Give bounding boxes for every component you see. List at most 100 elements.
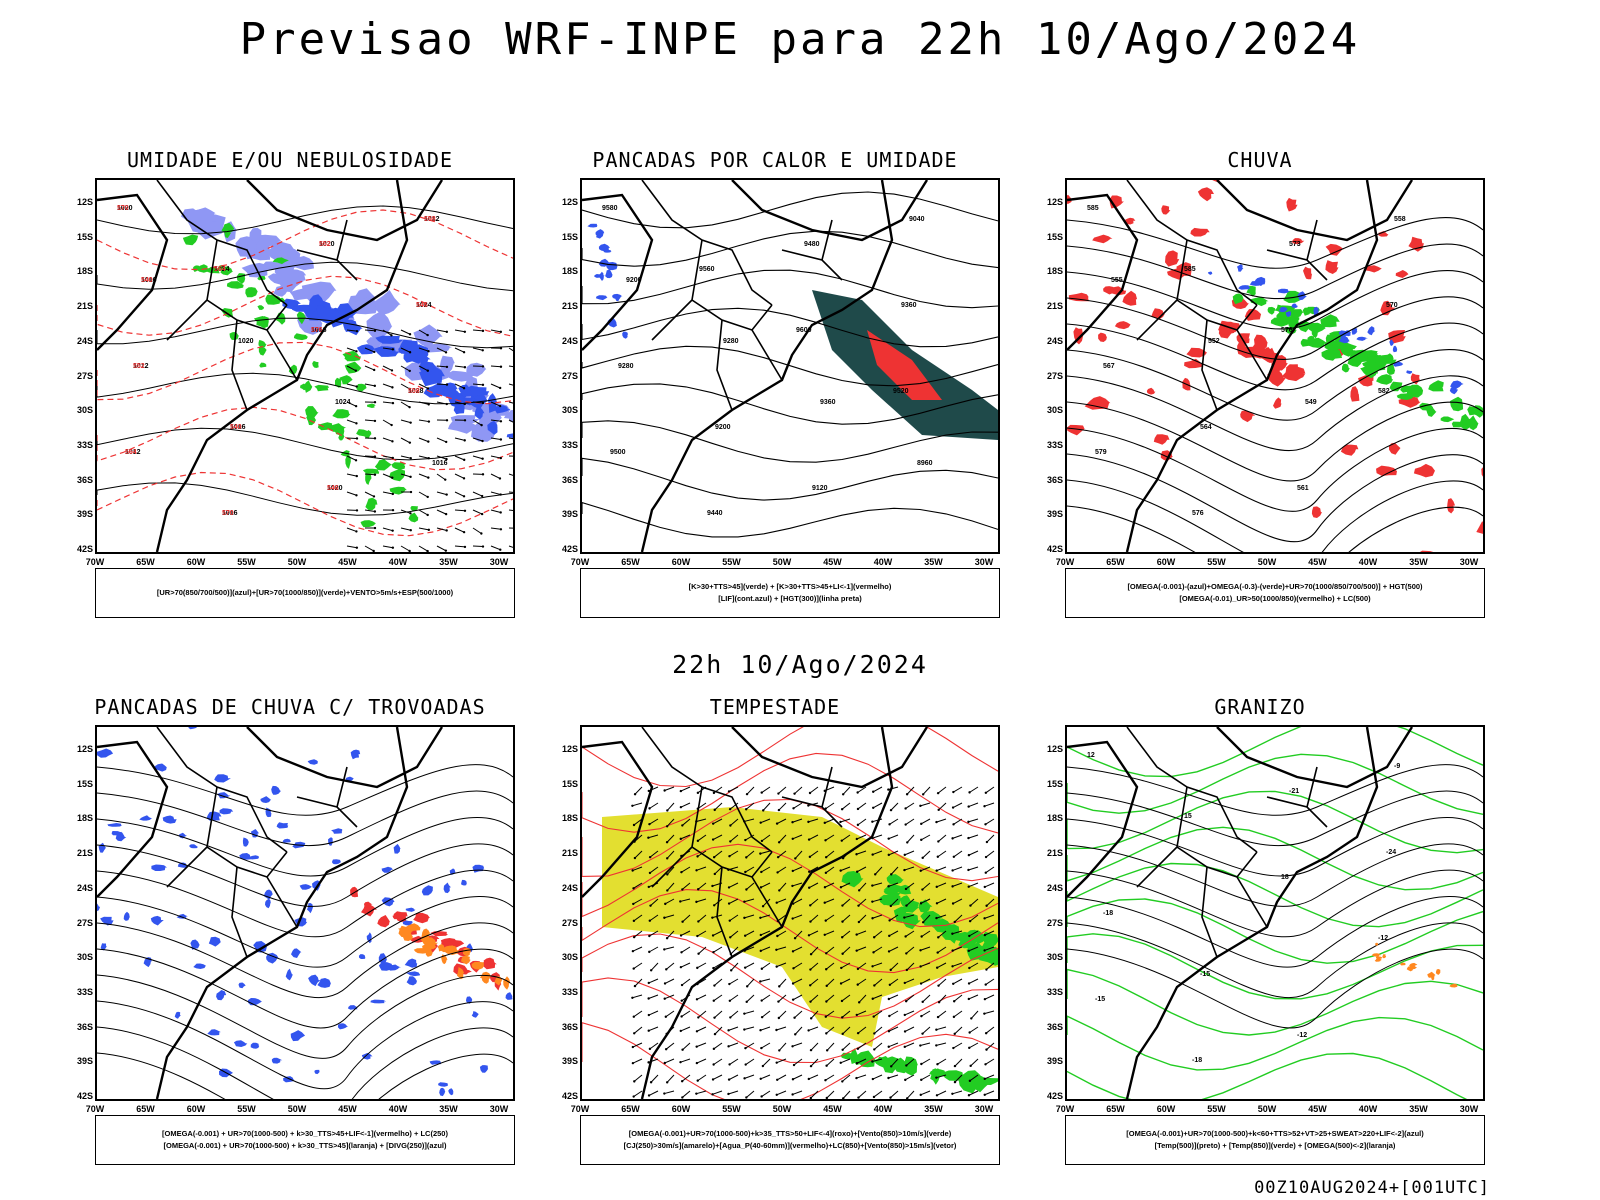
lif-contour (598, 243, 610, 252)
wind850-vector-shaft (857, 818, 867, 826)
wind850-vector-head (873, 1032, 876, 1035)
wind850-vector (824, 802, 835, 810)
wind-vector (454, 383, 466, 390)
wind850-vector-head (839, 869, 842, 872)
wind850-vector-shaft (922, 994, 931, 1003)
wind850-vector-head (919, 1093, 922, 1097)
wind-vector-head (462, 351, 466, 354)
hgt500-contour (1067, 322, 1483, 391)
wind850-vector (713, 1010, 723, 1019)
divg250-contour (207, 1029, 221, 1036)
omega-ur50-area (1273, 397, 1282, 409)
wind850-vector-head (727, 1078, 731, 1081)
wind850-vector-head (745, 1096, 748, 1099)
wind-vector-head (408, 405, 411, 409)
wind850-vector-head (985, 1048, 988, 1051)
k-tts-area (398, 926, 413, 932)
wind850-vector-shaft (872, 962, 883, 967)
wind850-vector (793, 1010, 803, 1019)
wind850-vector (871, 850, 883, 856)
wind850-vector-head (648, 950, 651, 954)
wind850-vector-shaft (680, 802, 691, 808)
wind850-vector-head (696, 1079, 699, 1082)
wind850-vector-head (666, 889, 669, 892)
omega-03-area (1360, 350, 1379, 357)
latitude-tick-label: 42S (76, 544, 93, 554)
wind850-vector-head (920, 838, 923, 842)
wind-vector-shaft (382, 545, 393, 549)
wind850-vector-shaft (712, 834, 723, 841)
latitude-tick-label: 15S (1046, 778, 1063, 789)
rh-lowlevel-contour (356, 383, 367, 392)
wind850-vector-head (921, 888, 924, 891)
wind850-vector-shaft (729, 1058, 739, 1065)
rh-lowlevel-contour (182, 234, 199, 246)
wind850-area (978, 946, 998, 966)
rh-lowlevel-contour (312, 360, 319, 368)
wind850-vector-shaft (745, 1058, 755, 1065)
contour-label: 1016 (222, 510, 238, 517)
wind850-vector-head (919, 869, 922, 872)
divg250-contour (461, 879, 467, 886)
wind-vector-head (463, 402, 466, 406)
legend-text: [OMEGA(-0.001) + UR>70(1000-500) + k>30_… (162, 1129, 448, 1138)
wind-vector-shaft (418, 437, 429, 443)
pressure-isobar (97, 427, 513, 461)
wind850-vector-shaft (696, 898, 707, 903)
wind850-vector-head (825, 1064, 828, 1067)
wind-vector-head (390, 423, 393, 427)
wind850-vector (921, 882, 931, 891)
divg250-contour (177, 862, 188, 868)
wind850-vector-shaft (792, 1090, 803, 1095)
wind-vector-head (498, 404, 502, 408)
wind-vector (418, 401, 430, 406)
wind-vector-head (409, 421, 412, 424)
wind-vector (508, 365, 513, 368)
wind-vector-shaft (382, 419, 392, 426)
wind850-vector-shaft (984, 914, 995, 919)
wind850-vector (728, 994, 739, 1002)
wind850-vector-head (680, 870, 683, 874)
latitude-tick-label: 18S (1046, 813, 1063, 824)
wind850-vector (968, 1042, 979, 1050)
wind850-vector-head (983, 804, 986, 808)
wind-vector-head (355, 385, 358, 388)
wind850-vector-head (919, 804, 922, 808)
wind850-vector-head (777, 841, 781, 844)
legend-text: [OMEGA(-0.001)-(azul)+OMEGA(-0.3)-(verde… (1127, 582, 1423, 591)
wind850-vector (712, 994, 723, 1002)
divg250-contour (271, 785, 282, 795)
longitude-tick-label: 45W (1308, 1104, 1327, 1114)
omega-ur50-area (1311, 506, 1322, 518)
wind850-vector-shaft (792, 946, 803, 952)
latitude-tick-label: 33S (1046, 439, 1063, 450)
wind850-vector (666, 802, 675, 812)
omega-ur50-area (1190, 227, 1210, 237)
wind-vector-shaft (508, 437, 513, 440)
wind-vector-head (409, 529, 412, 532)
streamline-250 (97, 816, 513, 877)
wind850-vector-head (824, 1015, 827, 1018)
wind850-vector-shaft (826, 1090, 835, 1099)
rh-lowlevel-contour (374, 459, 392, 471)
omega-ur50-area (1240, 410, 1256, 423)
rh-lowlevel-contour (272, 257, 289, 265)
wind850-vector (664, 1042, 675, 1051)
wind-vector-head (481, 383, 485, 387)
wind850-vector (872, 802, 883, 809)
divg250-contour (174, 1011, 181, 1019)
contour-label: -12 (1297, 1032, 1307, 1039)
wind-vector (382, 365, 394, 372)
wind850-vector (695, 898, 707, 904)
divg250-contour (139, 815, 153, 821)
omega-ur50-area (1350, 386, 1360, 402)
wind850-vector-head (872, 790, 875, 793)
wind850-vector-head (633, 984, 637, 988)
wind850-vector-shaft (858, 994, 867, 1003)
wind850-area (920, 911, 944, 926)
streamline-850 (582, 752, 998, 834)
wind850-vector-shaft (969, 962, 979, 969)
wind850-vector-head (712, 1047, 716, 1051)
wind850-vector (936, 786, 947, 795)
latitude-tick-label: 15S (561, 778, 578, 789)
